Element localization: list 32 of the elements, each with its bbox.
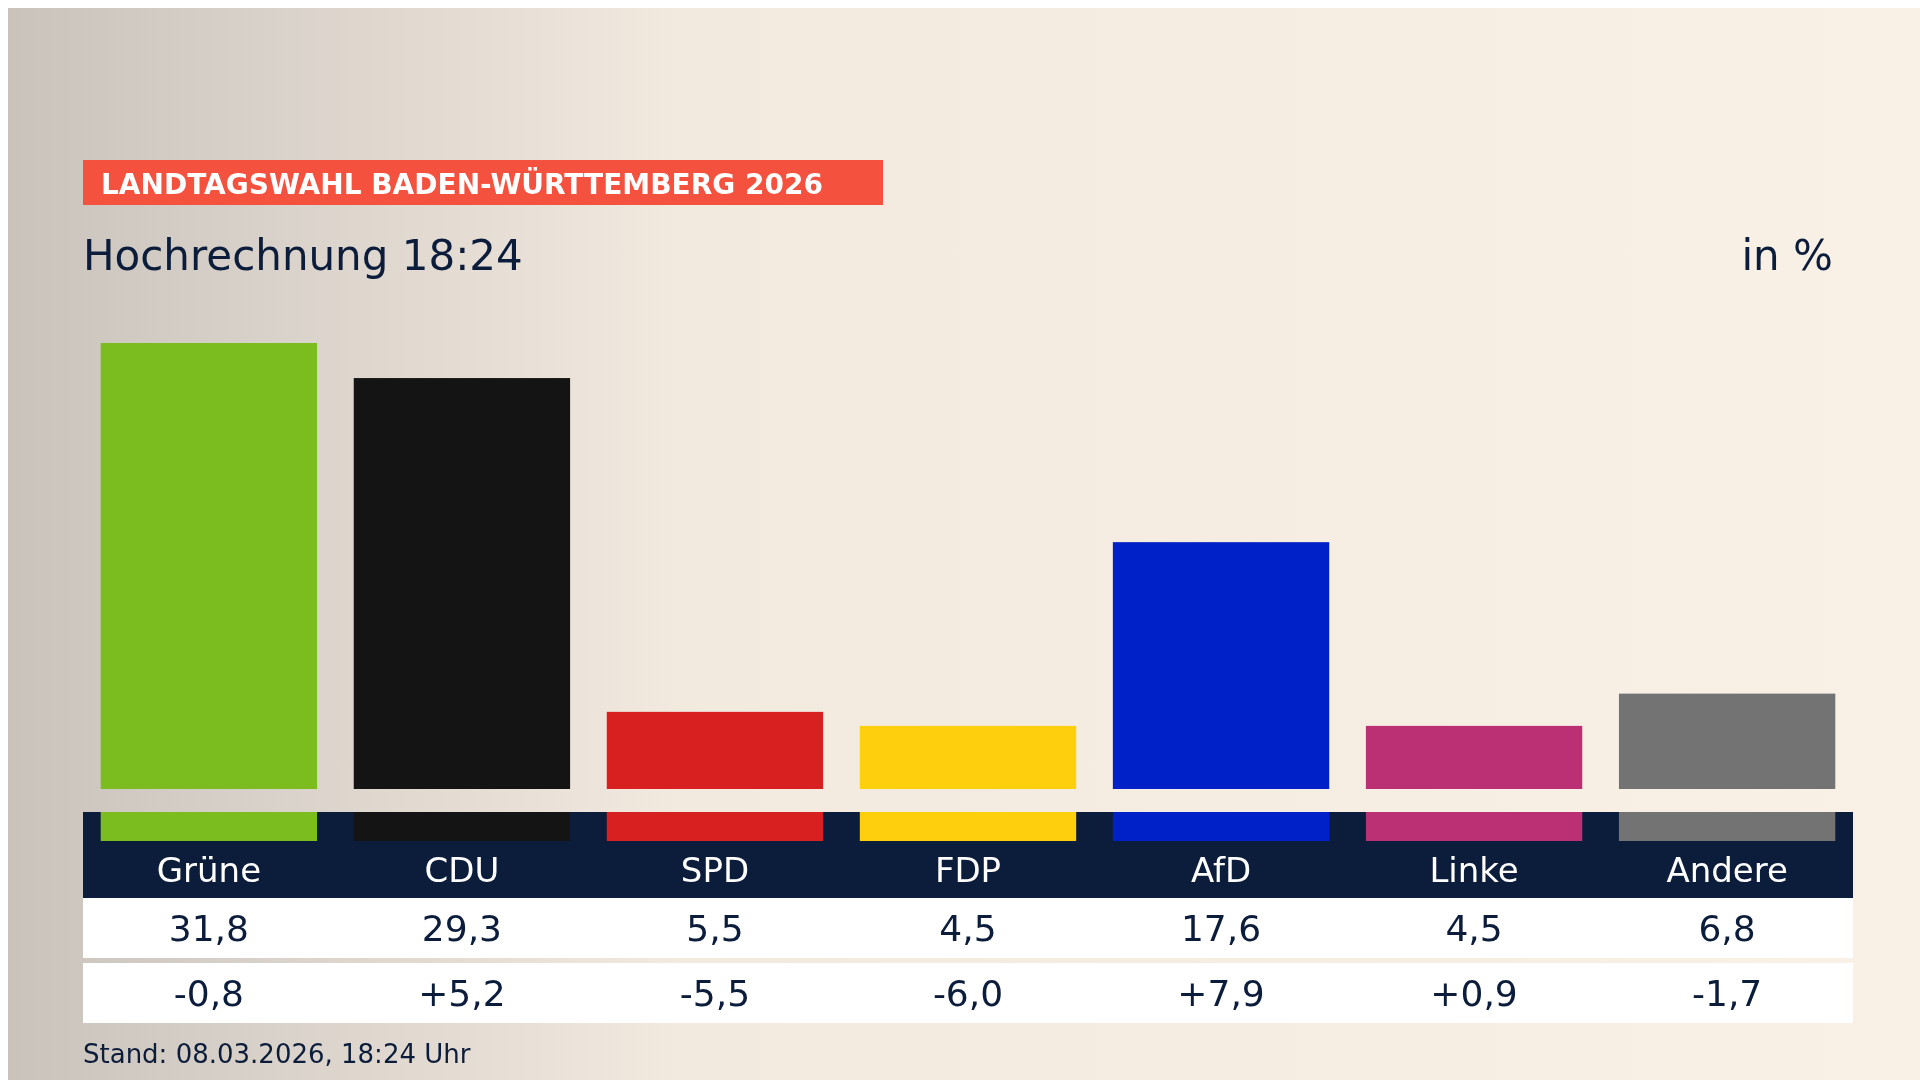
data-label: 17,6 (1180, 908, 1262, 949)
bar (606, 711, 824, 789)
data-label: 4,5 (1445, 908, 1503, 949)
x-tick-label: FDP (934, 850, 1002, 890)
bar (1112, 542, 1330, 789)
x-tick-label: CDU (424, 850, 500, 890)
x-tick-label: Linke (1429, 850, 1519, 890)
y-axis-title: in % (1741, 231, 1833, 280)
text: Stand: 08.03.2026, 18:24 Uhr (83, 1039, 471, 1069)
x-tick-label: AfD (1190, 850, 1252, 890)
bar (353, 378, 571, 789)
bar (1365, 725, 1583, 789)
text: +0,9 (1430, 973, 1518, 1014)
text: -1,7 (1691, 973, 1763, 1014)
chart-title: LANDTAGSWAHL BADEN-WÜRTTEMBERG 2026 (101, 167, 823, 201)
data-label: 31,8 (168, 908, 249, 949)
text: +5,2 (418, 973, 506, 1014)
data-label: 6,8 (1698, 908, 1756, 949)
x-tick-label: SPD (680, 850, 750, 890)
bar (100, 343, 318, 789)
text: +7,9 (1177, 973, 1265, 1014)
bar (859, 725, 1077, 789)
bar (1618, 693, 1836, 789)
chart-subtitle: Hochrechnung 18:24 (83, 231, 523, 280)
text: -6,0 (932, 973, 1004, 1014)
data-label: 4,5 (939, 908, 997, 949)
text: -0,8 (173, 973, 245, 1014)
text: -5,5 (679, 973, 751, 1014)
data-label: 29,3 (421, 908, 502, 949)
x-tick-label: Andere (1666, 850, 1788, 890)
x-tick-label: Grüne (156, 850, 262, 890)
data-label: 5,5 (686, 908, 744, 949)
